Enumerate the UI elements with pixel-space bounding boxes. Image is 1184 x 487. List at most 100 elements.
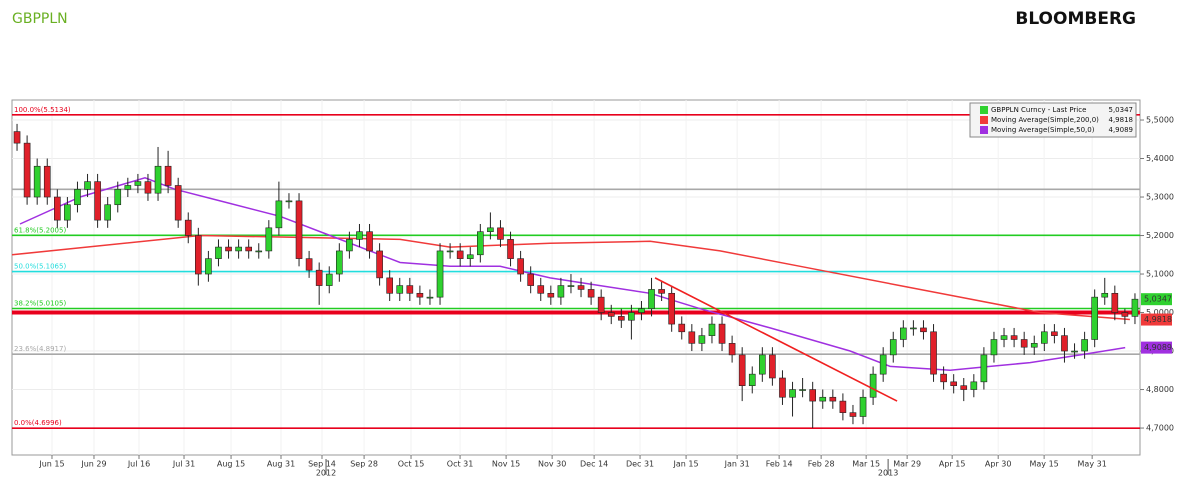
candle-body [346, 239, 353, 252]
candle-body [718, 323, 726, 344]
candle-body [416, 292, 424, 298]
candle-body [124, 185, 132, 190]
candle-body [134, 181, 142, 186]
candle-body [1010, 335, 1018, 340]
x-tick-label: Jul 16 [127, 460, 150, 469]
year-label: 2012 [316, 469, 336, 478]
candle-body [53, 196, 61, 221]
candle-body [738, 354, 746, 386]
candle-body [114, 189, 122, 206]
y-tick-label: 4,8000 [1146, 385, 1174, 394]
candle-body [537, 285, 545, 294]
candle-body [164, 165, 172, 186]
y-tick-label: 5,0000 [1146, 308, 1174, 317]
candle-body [174, 185, 182, 221]
candle-body [688, 331, 696, 344]
x-tick-label: Jul 31 [172, 460, 195, 469]
x-tick-label: Jun 29 [80, 460, 106, 469]
candle-body [446, 250, 454, 253]
y-tick-label: 5,4000 [1146, 154, 1174, 163]
candle-body [1081, 339, 1088, 352]
candle-body [104, 204, 111, 221]
candle-body [779, 377, 786, 398]
candle-body [547, 292, 555, 298]
moving-average [19, 177, 1126, 372]
candle-body [769, 354, 776, 379]
last-value-label: 4,9089 [1144, 343, 1172, 352]
candle-body [617, 316, 625, 321]
candle-body [910, 327, 917, 330]
candle-body [426, 296, 434, 299]
candle-body [225, 246, 232, 252]
candle-body [436, 250, 444, 298]
y-tick-label: 4,7000 [1146, 424, 1174, 433]
x-tick-label: Jan 15 [673, 460, 699, 469]
x-tick-label: Sep 14 [308, 460, 336, 469]
x-tick-label: Apr 30 [985, 460, 1012, 469]
candle-body [497, 227, 504, 240]
candle-body [789, 389, 796, 398]
legend-swatch [980, 106, 988, 114]
candle-body [84, 181, 91, 190]
candle-body [144, 181, 152, 194]
candle-body [1111, 292, 1119, 313]
legend-value: 4,9089 [1109, 126, 1134, 134]
candle-body [819, 396, 827, 402]
candle-body [748, 373, 756, 386]
x-tick-label: Mar 29 [893, 460, 921, 469]
level-label: 50.0%(5.1065) [14, 263, 66, 271]
x-tick-label: Apr 15 [939, 460, 966, 469]
candle-body [869, 373, 877, 398]
x-tick-label: Dec 14 [580, 460, 608, 469]
x-tick-label: Feb 28 [808, 460, 835, 469]
brand: BLOOMBERG [1015, 9, 1136, 29]
candle-body [829, 396, 837, 402]
candle-body [487, 227, 494, 232]
legend-label: GBPPLN Curncy - Last Price [991, 106, 1086, 114]
candle-body [648, 289, 655, 309]
candle-body [255, 250, 263, 253]
x-tick-label: Aug 15 [217, 460, 245, 469]
candle-body [1000, 335, 1008, 340]
x-tick-label: Nov 15 [492, 460, 520, 469]
candle-body [990, 339, 998, 356]
candle-body [1131, 298, 1139, 317]
level-label: 100.0%(5.5134) [14, 106, 71, 114]
trend-line [654, 277, 898, 402]
candle-body [335, 250, 343, 275]
plot-area [11, 99, 1141, 456]
legend-swatch [980, 116, 988, 124]
candle-body [980, 354, 988, 383]
candle-body [668, 292, 676, 325]
candle-body [1041, 331, 1048, 344]
level-label: 38.2%(5.0105) [14, 299, 66, 307]
candle-body [325, 273, 333, 286]
candle-body [154, 165, 162, 194]
last-value-label: 5,0347 [1144, 295, 1172, 304]
candle-body [295, 200, 303, 259]
x-tick-label: Sep 28 [350, 460, 378, 469]
candle-body [930, 331, 937, 375]
y-tick-label: 5,1000 [1146, 270, 1174, 279]
candle-body [557, 285, 565, 298]
candle-body [849, 412, 857, 417]
candle-body [245, 246, 253, 252]
legend-swatch [980, 126, 988, 134]
candle-body [94, 181, 101, 221]
candle-body [758, 354, 766, 375]
candle-body [195, 235, 202, 275]
candle-body [476, 231, 484, 256]
y-tick-label: 5,2000 [1146, 231, 1174, 240]
candle-body [23, 142, 31, 198]
candle-body [1061, 335, 1068, 352]
candle-body [1020, 339, 1028, 348]
candle-body [517, 258, 524, 275]
x-tick-label: Jan 31 [724, 460, 750, 469]
candle-body [678, 323, 686, 333]
level-label: 23.6%(4.8917) [14, 345, 66, 353]
x-tick-label: May 31 [1078, 460, 1107, 469]
x-tick-label: Dec 31 [626, 460, 654, 469]
last-value-tag [1141, 313, 1172, 326]
chart-title: GBPPLN [12, 11, 68, 27]
